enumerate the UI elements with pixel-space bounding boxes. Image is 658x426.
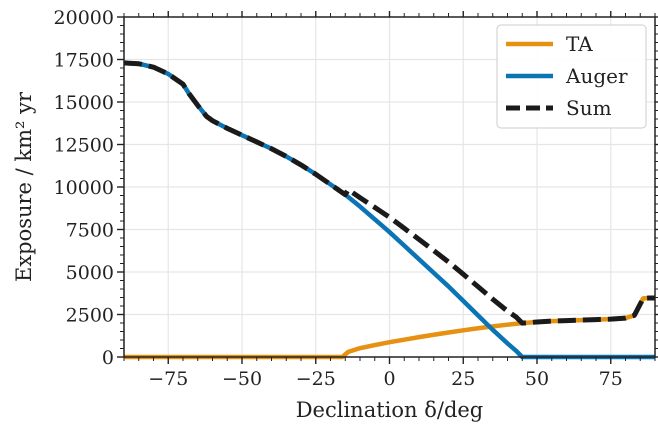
y-tick-label: 7500 [66, 220, 114, 242]
y-tick-labels: 0 2500 5000 7500 10000 12500 15000 17500 20000 [54, 7, 114, 369]
series-lines [123, 60, 655, 360]
x-axis-label: Declination δ/deg [296, 398, 484, 422]
legend-label-auger: Auger [565, 64, 628, 88]
x-tick-label: −25 [296, 368, 336, 390]
legend-label-ta: TA [566, 32, 593, 56]
legend: TA Auger Sum [496, 24, 647, 129]
y-tick-label: 0 [102, 347, 114, 369]
x-tick-labels: −75 −50 −25 0 25 50 75 [148, 368, 623, 390]
y-tick-label: 5000 [66, 262, 114, 284]
x-tick-label: 25 [451, 368, 475, 390]
series-line-sum [123, 60, 655, 326]
y-tick-label: 17500 [54, 50, 114, 72]
x-tick-label: 0 [383, 368, 395, 390]
legend-label-sum: Sum [566, 96, 612, 120]
legend-box [496, 24, 647, 129]
y-axis-label: Exposure / km² yr [12, 91, 36, 282]
y-tick-label: 10000 [54, 177, 114, 199]
y-tick-label: 20000 [54, 7, 114, 29]
y-tick-label: 2500 [66, 305, 114, 327]
y-tick-label: 15000 [54, 92, 114, 114]
x-tick-label: 75 [599, 368, 623, 390]
x-tick-label: 50 [525, 368, 549, 390]
x-tick-label: −75 [148, 368, 188, 390]
x-tick-label: −50 [222, 368, 262, 390]
y-tick-label: 12500 [54, 135, 114, 157]
